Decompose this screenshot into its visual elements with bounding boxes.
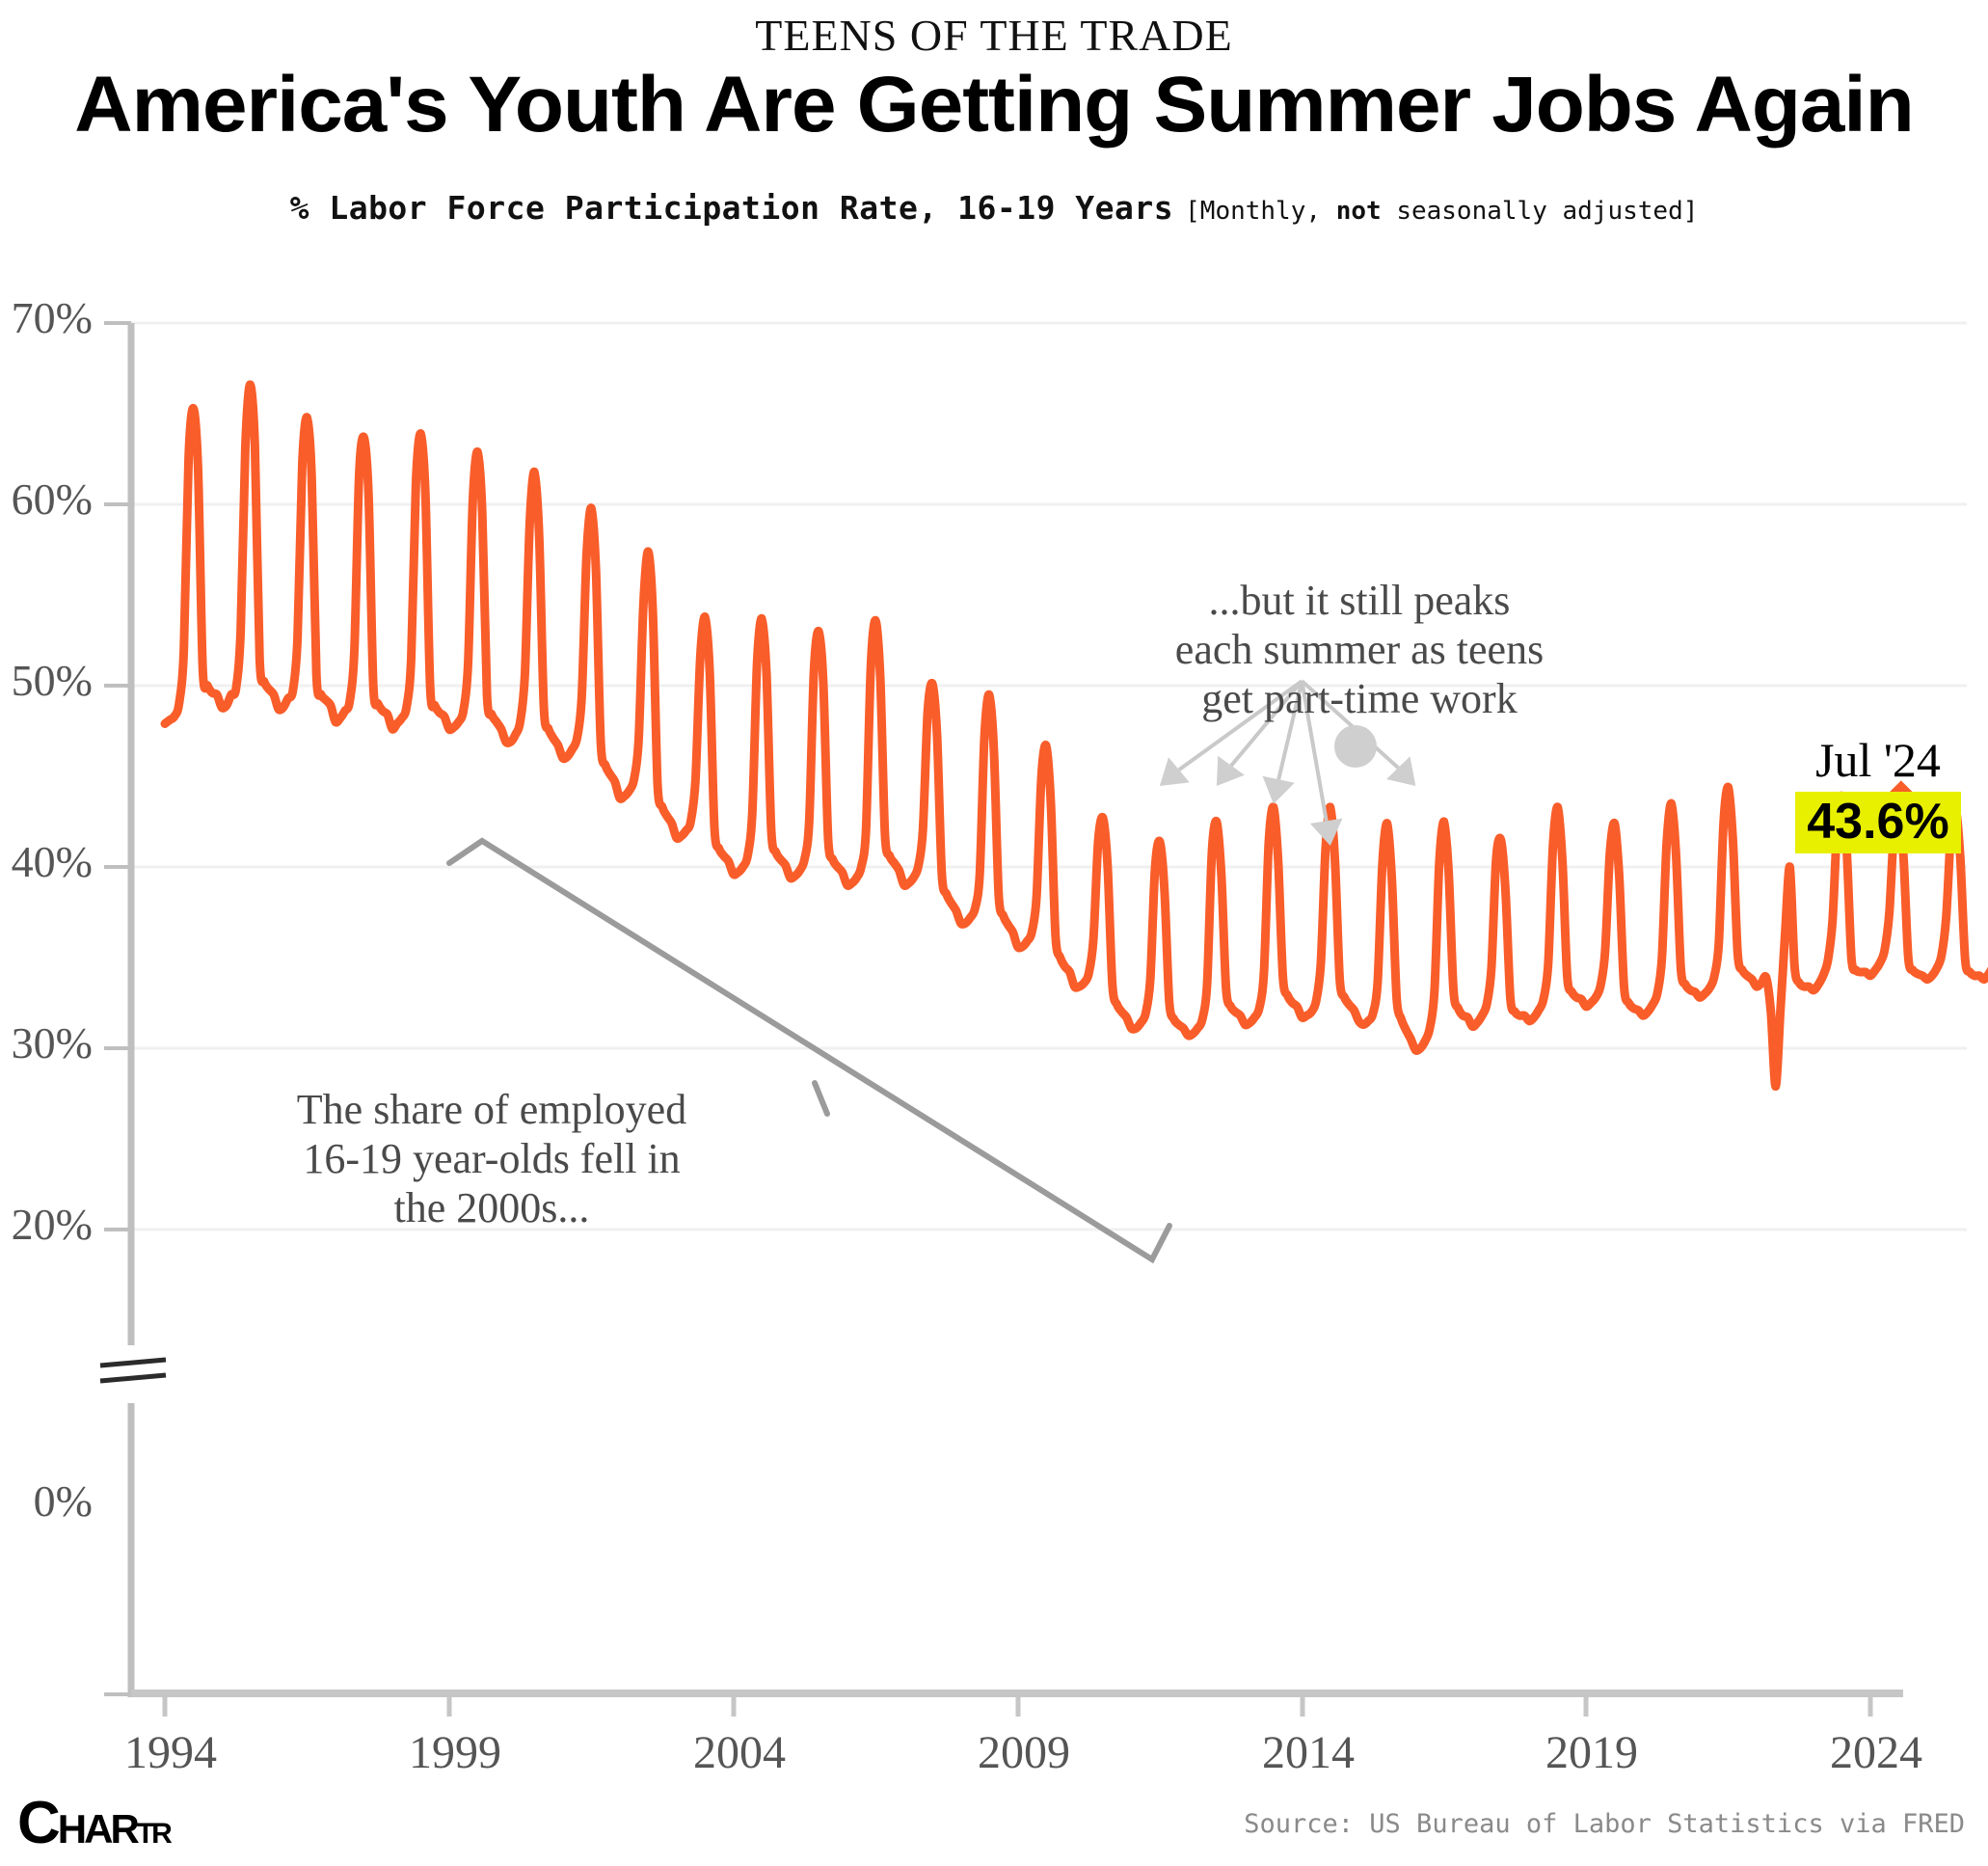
x-tick-label: 2004: [693, 1727, 786, 1778]
y-tick-label: 30%: [11, 1018, 93, 1068]
arrow-head-icon: [1309, 818, 1343, 846]
x-tick-label: 2019: [1545, 1727, 1638, 1778]
annotation-peaks: ...but it still peaks each summer as tee…: [1070, 576, 1649, 723]
latest-value-callout: Jul '24 43.6%: [1782, 733, 1975, 854]
arrow-line: [1229, 679, 1303, 768]
page-title: America's Youth Are Getting Summer Jobs …: [74, 61, 1914, 149]
y-tick-label: 50%: [11, 656, 93, 705]
chartr-logo: CHARTR: [17, 1789, 173, 1857]
arrow-head-icon: [1262, 775, 1295, 804]
source-note: Source: US Bureau of Labor Statistics vi…: [1244, 1809, 1965, 1839]
x-axis-spine: [131, 1690, 1903, 1717]
logo-har: HAR: [57, 1806, 140, 1852]
subtitle-note-bold: not: [1335, 197, 1382, 226]
x-tick-label: 1999: [409, 1727, 501, 1778]
annotation-decline-line1: The share of employed: [296, 1086, 687, 1133]
callout-value-badge: 43.6%: [1795, 791, 1961, 854]
x-tick-label: 2009: [978, 1727, 1070, 1778]
subtitle-main: % Labor Force Participation Rate, 16-19 …: [289, 189, 1174, 227]
x-tick-label: 2014: [1262, 1727, 1355, 1778]
subtitle-note-post: seasonally adjusted]: [1396, 197, 1699, 226]
subtitle-note: [Monthly, not seasonally adjusted]: [1185, 197, 1698, 226]
logo-tr: TR: [136, 1818, 173, 1850]
axis-break-marks: [99, 1357, 167, 1384]
annotation-peaks-line2: each summer as teens: [1174, 626, 1545, 674]
decline-bracket: [446, 837, 1172, 1264]
y-tick-label: 70%: [11, 293, 93, 342]
x-tick-label: 2024: [1830, 1727, 1922, 1778]
callout-date-label: Jul '24: [1815, 733, 1941, 787]
y-tick-label: 0%: [33, 1476, 93, 1526]
arrow-head-icon: [1216, 755, 1245, 786]
logo-c: C: [17, 1790, 61, 1856]
kicker-text: TEENS OF THE TRADE: [755, 11, 1233, 60]
annotation-peaks-line3: get part-time work: [1201, 675, 1518, 723]
arrow-line: [1300, 680, 1329, 822]
annotation-peaks-line1: ...but it still peaks: [1208, 577, 1511, 624]
x-tick-label: 1994: [124, 1727, 217, 1778]
annotation-anchor-dot: [1334, 725, 1377, 768]
arrow-head-icon: [1386, 756, 1416, 786]
annotation-decline: The share of employed 16-19 year-olds fe…: [241, 1085, 742, 1232]
arrow-line: [1300, 679, 1400, 770]
annotation-decline-line3: the 2000s...: [393, 1184, 590, 1232]
subtitle-note-pre: [Monthly,: [1185, 197, 1322, 226]
arrow-line: [1276, 680, 1304, 780]
annotation-decline-line2: 16-19 year-olds fell in: [303, 1135, 681, 1183]
peak-arrows: [1159, 679, 1416, 846]
y-tick-label: 60%: [11, 474, 93, 524]
arrow-head-icon: [1159, 757, 1190, 786]
arrow-line: [1177, 679, 1303, 771]
y-tick-label: 40%: [11, 837, 93, 886]
y-tick-label: 20%: [11, 1200, 93, 1249]
chart-subtitle: % Labor Force Participation Rate, 16-19 …: [0, 189, 1988, 227]
data-line-series: [160, 380, 1988, 1091]
y-axis-ticks: [104, 321, 131, 1696]
